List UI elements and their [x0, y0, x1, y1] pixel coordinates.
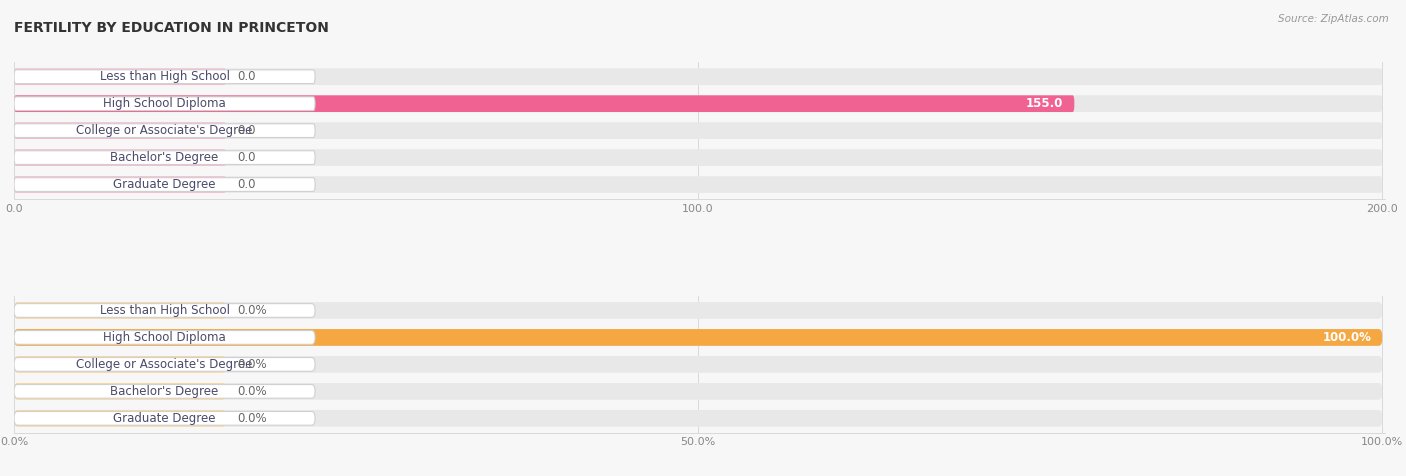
Text: Bachelor's Degree: Bachelor's Degree [111, 385, 219, 398]
FancyBboxPatch shape [14, 95, 1074, 112]
Text: 0.0%: 0.0% [238, 358, 267, 371]
FancyBboxPatch shape [14, 329, 1382, 346]
Text: Bachelor's Degree: Bachelor's Degree [111, 151, 219, 164]
Text: 100.0%: 100.0% [1323, 331, 1371, 344]
FancyBboxPatch shape [14, 122, 1382, 139]
Text: 0.0: 0.0 [238, 151, 256, 164]
FancyBboxPatch shape [14, 149, 1382, 166]
FancyBboxPatch shape [14, 411, 315, 425]
FancyBboxPatch shape [14, 331, 315, 344]
FancyBboxPatch shape [14, 176, 226, 193]
Text: 0.0%: 0.0% [238, 412, 267, 425]
Text: 0.0: 0.0 [238, 124, 256, 137]
FancyBboxPatch shape [14, 70, 315, 84]
FancyBboxPatch shape [14, 383, 226, 400]
FancyBboxPatch shape [14, 410, 226, 426]
FancyBboxPatch shape [14, 178, 315, 191]
Text: High School Diploma: High School Diploma [103, 331, 226, 344]
FancyBboxPatch shape [14, 149, 226, 166]
FancyBboxPatch shape [14, 97, 315, 110]
Text: High School Diploma: High School Diploma [103, 97, 226, 110]
Text: 0.0%: 0.0% [238, 304, 267, 317]
Text: Less than High School: Less than High School [100, 304, 229, 317]
FancyBboxPatch shape [14, 95, 1382, 112]
Text: Source: ZipAtlas.com: Source: ZipAtlas.com [1278, 14, 1389, 24]
Text: 0.0%: 0.0% [238, 385, 267, 398]
FancyBboxPatch shape [14, 124, 315, 138]
FancyBboxPatch shape [14, 302, 1382, 319]
Text: Less than High School: Less than High School [100, 70, 229, 83]
FancyBboxPatch shape [14, 356, 1382, 373]
FancyBboxPatch shape [14, 356, 226, 373]
FancyBboxPatch shape [14, 410, 1382, 426]
FancyBboxPatch shape [14, 385, 315, 398]
Text: College or Associate's Degree: College or Associate's Degree [76, 358, 253, 371]
FancyBboxPatch shape [14, 122, 226, 139]
FancyBboxPatch shape [14, 151, 315, 164]
Text: 155.0: 155.0 [1026, 97, 1063, 110]
FancyBboxPatch shape [14, 69, 1382, 85]
FancyBboxPatch shape [14, 69, 226, 85]
FancyBboxPatch shape [14, 302, 226, 319]
FancyBboxPatch shape [14, 357, 315, 371]
Text: College or Associate's Degree: College or Associate's Degree [76, 124, 253, 137]
FancyBboxPatch shape [14, 329, 1382, 346]
Text: 0.0: 0.0 [238, 70, 256, 83]
FancyBboxPatch shape [14, 176, 1382, 193]
Text: Graduate Degree: Graduate Degree [114, 412, 215, 425]
FancyBboxPatch shape [14, 383, 1382, 400]
Text: FERTILITY BY EDUCATION IN PRINCETON: FERTILITY BY EDUCATION IN PRINCETON [14, 21, 329, 35]
Text: Graduate Degree: Graduate Degree [114, 178, 215, 191]
Text: 0.0: 0.0 [238, 178, 256, 191]
FancyBboxPatch shape [14, 304, 315, 317]
